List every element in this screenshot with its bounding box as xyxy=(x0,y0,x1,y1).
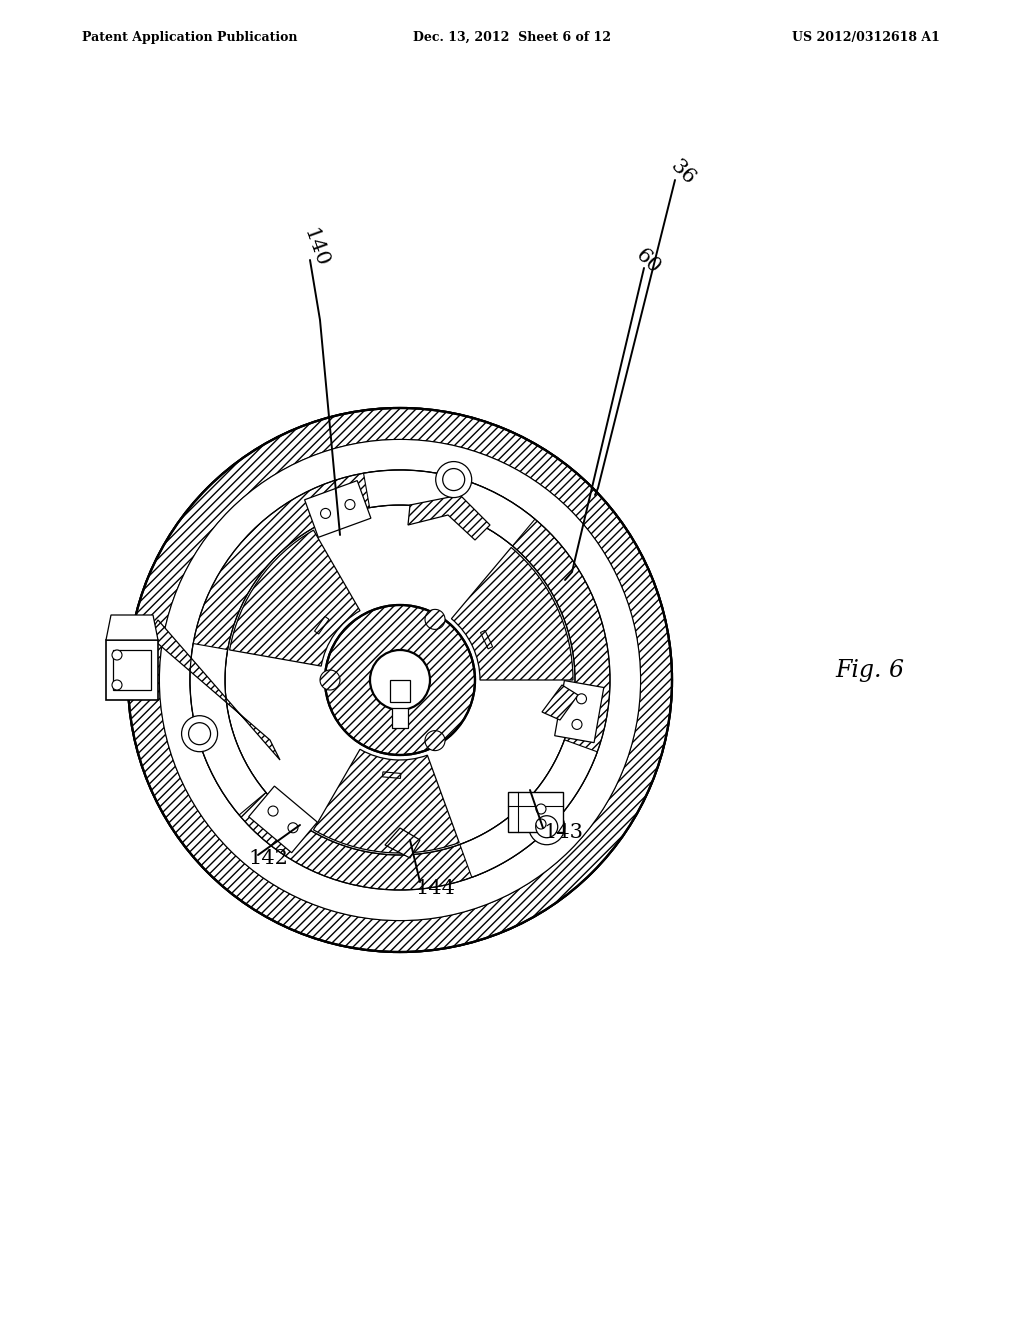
Bar xyxy=(390,680,410,702)
Circle shape xyxy=(345,499,355,510)
Circle shape xyxy=(128,408,672,952)
Text: 143: 143 xyxy=(543,822,583,842)
Wedge shape xyxy=(460,739,597,878)
Circle shape xyxy=(321,508,331,519)
Circle shape xyxy=(181,715,217,751)
Bar xyxy=(106,640,158,700)
Wedge shape xyxy=(313,750,459,853)
Polygon shape xyxy=(304,480,371,537)
Bar xyxy=(508,792,563,832)
Circle shape xyxy=(442,469,465,491)
Circle shape xyxy=(370,649,430,710)
Polygon shape xyxy=(249,787,317,853)
Text: 36: 36 xyxy=(667,157,699,189)
Circle shape xyxy=(425,731,445,751)
Polygon shape xyxy=(314,616,329,634)
Wedge shape xyxy=(229,531,360,667)
Polygon shape xyxy=(555,681,604,743)
Circle shape xyxy=(577,694,587,704)
Polygon shape xyxy=(383,772,400,779)
Circle shape xyxy=(536,818,546,829)
Circle shape xyxy=(268,807,279,816)
Text: Fig. 6: Fig. 6 xyxy=(836,659,904,681)
Circle shape xyxy=(425,610,445,630)
Polygon shape xyxy=(408,495,490,540)
Polygon shape xyxy=(148,620,280,760)
Polygon shape xyxy=(542,685,578,719)
Text: Dec. 13, 2012  Sheet 6 of 12: Dec. 13, 2012 Sheet 6 of 12 xyxy=(413,30,611,44)
Text: 60: 60 xyxy=(632,246,665,279)
Circle shape xyxy=(160,440,640,920)
Text: 144: 144 xyxy=(415,879,455,898)
Wedge shape xyxy=(190,644,266,814)
Polygon shape xyxy=(106,615,158,640)
Text: 140: 140 xyxy=(299,226,331,271)
Bar xyxy=(113,649,151,690)
Circle shape xyxy=(288,822,298,833)
Circle shape xyxy=(528,809,564,845)
Wedge shape xyxy=(452,548,573,680)
Polygon shape xyxy=(480,631,493,649)
Circle shape xyxy=(325,605,475,755)
Circle shape xyxy=(435,462,472,498)
Circle shape xyxy=(112,649,122,660)
Circle shape xyxy=(112,680,122,690)
Circle shape xyxy=(536,804,546,814)
Text: US 2012/0312618 A1: US 2012/0312618 A1 xyxy=(793,30,940,44)
Circle shape xyxy=(319,671,340,690)
Circle shape xyxy=(188,723,211,744)
Wedge shape xyxy=(364,470,535,546)
Circle shape xyxy=(572,719,582,730)
Text: Patent Application Publication: Patent Application Publication xyxy=(82,30,298,44)
Polygon shape xyxy=(385,828,420,858)
Bar xyxy=(392,708,408,729)
Circle shape xyxy=(536,816,558,838)
Text: 142: 142 xyxy=(248,849,288,867)
